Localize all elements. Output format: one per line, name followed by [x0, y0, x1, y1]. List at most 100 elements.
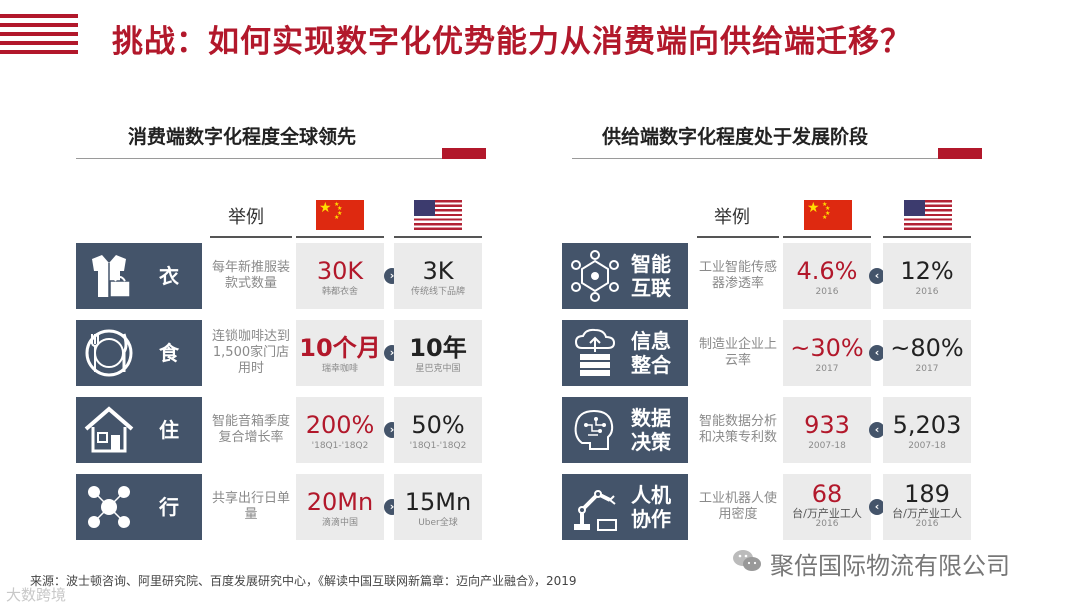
chevron-left-icon: ‹ — [869, 268, 885, 284]
row-description: 共享出行日单量 — [211, 490, 290, 522]
row-description: 工业智能传感器渗透率 — [698, 259, 777, 291]
row-category-label: 信息 整合 — [631, 329, 671, 377]
china-value-unit: 台/万产业工人 — [792, 507, 862, 520]
brain-icon — [574, 409, 614, 450]
wechat-watermark: 聚倍国际物流有限公司 — [732, 546, 1052, 580]
usa-value-cell: 189 台/万产业工人 2016 — [883, 474, 971, 540]
page-title: 挑战：如何实现数字化优势能力从消费端向供给端迁移？ — [112, 24, 912, 60]
cloud-server-icon — [574, 328, 616, 376]
left-section-accent — [442, 148, 486, 159]
usa-value-cell: 10年 星巴克中国 — [394, 320, 482, 386]
usa-value: 5,203 — [892, 411, 962, 439]
china-value-cell: 30K 韩都衣舍 — [296, 243, 384, 309]
usa-value: 12% — [900, 257, 954, 285]
usa-value: 50% — [411, 411, 465, 439]
china-value-note: 韩都衣舍 — [321, 287, 358, 297]
left-cn-header-line — [296, 236, 384, 238]
row-category-integration: 信息 整合 — [562, 320, 688, 386]
china-value: 20Mn — [306, 488, 374, 516]
clothing-icon — [92, 255, 131, 298]
mobility-icon — [88, 486, 130, 528]
usa-value-cell: 50% '18Q1-'18Q2 — [394, 397, 482, 463]
row-category-decision: 数据 决策 — [562, 397, 688, 463]
usa-value: 3K — [422, 257, 454, 285]
right-section-accent — [938, 148, 982, 159]
china-value-cell: ~30% 2017 — [783, 320, 871, 386]
china-value-cell: 68 台/万产业工人 2016 — [783, 474, 871, 540]
row-description: 连锁咖啡达到1,500家门店用时 — [211, 328, 290, 377]
usa-value: 189 — [904, 480, 950, 508]
row-category-label: 住 — [159, 418, 179, 442]
usa-value-note: 传统线下品牌 — [410, 287, 465, 297]
china-value: 68 — [811, 480, 843, 508]
usa-value-note: '18Q1-'18Q2 — [409, 441, 467, 451]
china-value-note: 2016 — [815, 519, 839, 529]
usa-value-note: 2016 — [915, 287, 939, 297]
row-category-food: 食 — [76, 320, 202, 386]
row-category-label: 行 — [159, 495, 179, 519]
usa-value-note: Uber全球 — [418, 518, 458, 528]
row-description: 智能音箱季度复合增长率 — [211, 413, 290, 445]
chevron-left-icon: ‹ — [869, 422, 885, 438]
china-value-cell: 10个月 瑞幸咖啡 — [296, 320, 384, 386]
left-section-underline — [76, 158, 486, 159]
china-value: 10个月 — [299, 334, 381, 362]
wechat-icon — [733, 550, 761, 571]
china-value-note: '18Q1-'18Q2 — [311, 441, 369, 451]
robot-arm-icon — [574, 490, 617, 531]
right-example-header-line — [697, 236, 779, 238]
usa-value-cell: 3K 传统线下品牌 — [394, 243, 482, 309]
row-category-clothing: 衣 — [76, 243, 202, 309]
usa-value-cell: ~80% 2017 — [883, 320, 971, 386]
china-value-note: 瑞幸咖啡 — [321, 364, 358, 374]
source-note: 来源：波士顿咨询、阿里研究院、百度发展研究中心，《解读中国互联网新篇章：迈向产业… — [30, 574, 577, 588]
china-value-cell: 20Mn 滴滴中国 — [296, 474, 384, 540]
usa-flag-icon — [414, 200, 462, 230]
right-us-header-line — [883, 236, 971, 238]
row-category-label: 数据 决策 — [631, 406, 671, 454]
right-section-title: 供给端数字化程度处于发展阶段 — [602, 126, 869, 148]
row-category-label: 食 — [159, 341, 179, 365]
row-category-connectivity: 智能 互联 — [562, 243, 688, 309]
china-value: 200% — [305, 411, 375, 439]
row-description: 智能数据分析和决策专利数 — [698, 413, 777, 445]
row-description: 制造业企业上云率 — [698, 336, 777, 368]
usa-value-unit: 台/万产业工人 — [892, 507, 962, 520]
row-description: 工业机器人使用密度 — [698, 490, 777, 522]
usa-value: 10年 — [409, 334, 467, 362]
china-value: 4.6% — [796, 257, 858, 285]
left-example-header: 举例 — [228, 207, 264, 228]
network-icon — [571, 250, 619, 302]
row-category-label: 衣 — [159, 264, 179, 288]
china-value-note: 2017 — [815, 364, 839, 374]
row-category-housing: 住 — [76, 397, 202, 463]
china-value-cell: 4.6% 2016 — [783, 243, 871, 309]
china-value: ~30% — [790, 334, 864, 362]
china-flag-icon: ★ ★ ★ ★ ★ — [804, 200, 852, 230]
wechat-watermark-text: 聚倍国际物流有限公司 — [770, 552, 1010, 580]
left-example-header-line — [210, 236, 292, 238]
chevron-left-icon: ‹ — [869, 345, 885, 361]
usa-value-cell: 5,203 2007-18 — [883, 397, 971, 463]
row-category-mobility: 行 — [76, 474, 202, 540]
china-value-cell: 933 2007-18 — [783, 397, 871, 463]
house-icon — [84, 406, 134, 453]
china-flag-icon: ★ ★ ★ ★ ★ — [316, 200, 364, 230]
china-value-note: 2007-18 — [808, 441, 846, 451]
usa-value: ~80% — [890, 334, 964, 362]
row-category-collaboration: 人机 协作 — [562, 474, 688, 540]
row-category-label: 人机 协作 — [631, 483, 671, 531]
china-value-note: 滴滴中国 — [321, 518, 358, 528]
usa-value-cell: 15Mn Uber全球 — [394, 474, 482, 540]
row-category-label: 智能 互联 — [631, 252, 671, 300]
usa-value-note: 2007-18 — [908, 441, 946, 451]
left-section-title: 消费端数字化程度全球领先 — [128, 126, 357, 148]
dining-icon — [85, 329, 133, 377]
usa-value-note: 2016 — [915, 519, 939, 529]
watermark-bottom-left: 大数跨境 — [6, 586, 67, 604]
title-stripes-decoration — [0, 14, 78, 60]
row-description: 每年新推服装款式数量 — [211, 259, 290, 291]
right-example-header: 举例 — [714, 207, 750, 228]
china-value: 933 — [804, 411, 850, 439]
china-value-note: 2016 — [815, 287, 839, 297]
